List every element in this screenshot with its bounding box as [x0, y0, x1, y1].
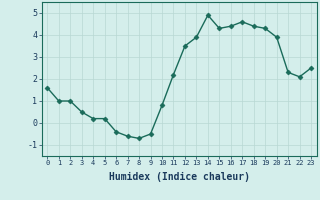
X-axis label: Humidex (Indice chaleur): Humidex (Indice chaleur)	[109, 172, 250, 182]
